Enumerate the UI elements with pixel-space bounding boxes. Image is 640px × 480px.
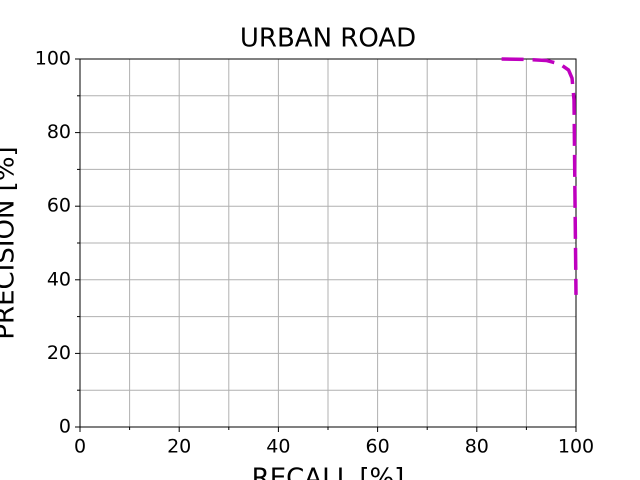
chart-title: URBAN ROAD [240,24,416,54]
y-tick-label: 100 [35,48,71,70]
y-tick-label: 20 [47,342,71,364]
x-tick-label: 0 [74,436,86,458]
x-tick-label: 40 [266,436,290,458]
y-tick-label: 80 [47,121,71,143]
y-axis-label: PRECISION [%] [0,146,21,339]
x-tick-label: 60 [366,436,390,458]
x-tick-label: 20 [167,436,191,458]
y-tick-label: 40 [47,268,71,290]
y-tick-label: 60 [47,195,71,217]
y-tick-label: 0 [59,416,71,438]
x-tick-label: 100 [558,436,594,458]
x-tick-label: 80 [465,436,489,458]
plot-frame [79,58,577,428]
pr-curve [501,57,578,295]
x-axis-label: RECALL [%] [252,464,405,480]
